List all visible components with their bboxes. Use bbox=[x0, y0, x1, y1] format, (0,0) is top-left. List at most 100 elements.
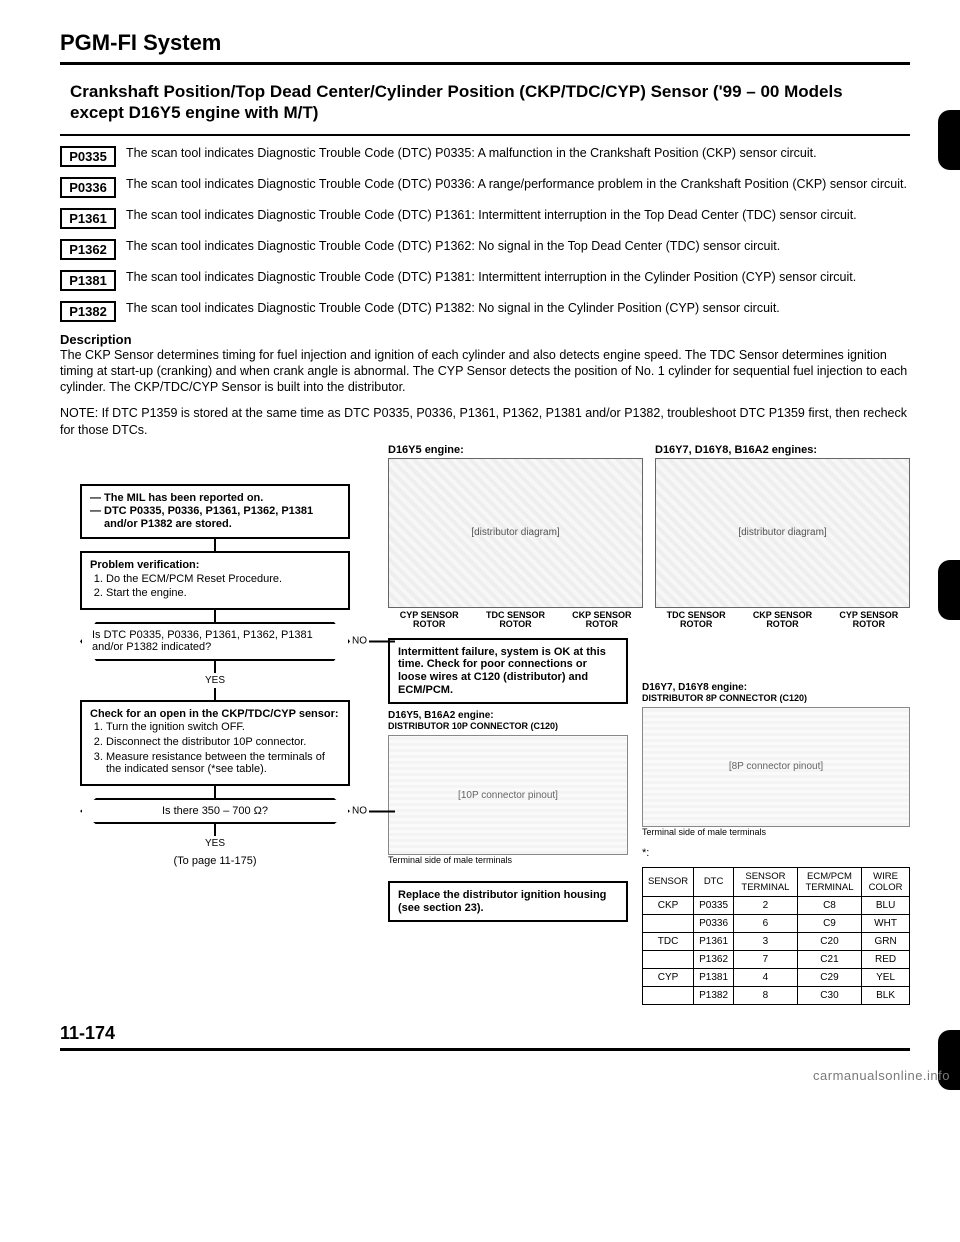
yes-label: YES bbox=[205, 675, 225, 686]
description-body: The CKP Sensor determines timing for fue… bbox=[60, 347, 910, 396]
table-cell bbox=[643, 986, 694, 1004]
dtc-code: P1382 bbox=[60, 301, 116, 322]
engine-label: D16Y7, D16Y8, B16A2 engines: bbox=[655, 444, 910, 456]
check-step: Turn the ignition switch OFF. bbox=[106, 721, 340, 734]
table-header-row: SENSOR DTC SENSOR TERMINAL ECM/PCM TERMI… bbox=[643, 867, 910, 896]
tab-marker bbox=[938, 110, 960, 170]
table-cell: WHT bbox=[862, 914, 910, 932]
sensor-label: TDC SENSOR ROTOR bbox=[474, 611, 556, 630]
mil-line: The MIL has been reported on. bbox=[104, 492, 263, 505]
dtc-item: P0336 The scan tool indicates Diagnostic… bbox=[60, 177, 910, 198]
table-cell: CKP bbox=[643, 896, 694, 914]
check-step: Measure resistance between the terminals… bbox=[106, 751, 340, 776]
table-row: P13627C21RED bbox=[643, 950, 910, 968]
verify-step: Start the engine. bbox=[106, 587, 340, 600]
flow-connector bbox=[214, 786, 216, 798]
dtc-text: The scan tool indicates Diagnostic Troub… bbox=[126, 239, 910, 255]
branch-no: NO bbox=[352, 806, 395, 817]
table-cell: 4 bbox=[734, 968, 798, 986]
to-page-ref: (To page 11-175) bbox=[174, 855, 257, 867]
table-row: P03366C9WHT bbox=[643, 914, 910, 932]
flowchart: —The MIL has been reported on. —DTC P033… bbox=[60, 444, 370, 1005]
sensor-label: CKP SENSOR ROTOR bbox=[741, 611, 823, 630]
flow-action-intermittent: Intermittent failure, system is OK at th… bbox=[388, 638, 628, 705]
no-label: NO bbox=[352, 806, 367, 817]
flow-check-box: Check for an open in the CKP/TDC/CYP sen… bbox=[80, 700, 350, 786]
table-cell: C21 bbox=[797, 950, 861, 968]
table-cell: P1362 bbox=[694, 950, 734, 968]
watermark: carmanualsonline.info bbox=[813, 1068, 950, 1083]
distributor-diagram: [distributor diagram] bbox=[655, 458, 910, 608]
sensor-label: TDC SENSOR ROTOR bbox=[655, 611, 737, 630]
description-heading: Description bbox=[60, 332, 910, 347]
table-cell: C30 bbox=[797, 986, 861, 1004]
table-cell: RED bbox=[862, 950, 910, 968]
engine-label: D16Y5 engine: bbox=[388, 444, 643, 456]
table-header: SENSOR TERMINAL bbox=[734, 867, 798, 896]
table-cell: P1381 bbox=[694, 968, 734, 986]
dtc-item: P0335 The scan tool indicates Diagnostic… bbox=[60, 146, 910, 167]
table-cell: P0336 bbox=[694, 914, 734, 932]
dtc-item: P1381 The scan tool indicates Diagnostic… bbox=[60, 270, 910, 291]
table-cell: TDC bbox=[643, 932, 694, 950]
engine-d16y5: D16Y5 engine: [distributor diagram] CYP … bbox=[388, 444, 643, 630]
check-heading: Check for an open in the CKP/TDC/CYP sen… bbox=[90, 708, 339, 720]
terminal-note: Terminal side of male terminals bbox=[642, 827, 910, 837]
connector-diagram: [8P connector pinout] bbox=[642, 707, 910, 827]
flow-start-box: —The MIL has been reported on. —DTC P033… bbox=[80, 484, 350, 540]
table-cell: 3 bbox=[734, 932, 798, 950]
distributor-diagram: [distributor diagram] bbox=[388, 458, 643, 608]
sensor-table: SENSOR DTC SENSOR TERMINAL ECM/PCM TERMI… bbox=[642, 867, 910, 1005]
sensor-label: CYP SENSOR ROTOR bbox=[388, 611, 470, 630]
table-row: TDCP13613C20GRN bbox=[643, 932, 910, 950]
table-cell bbox=[643, 950, 694, 968]
dtc-item: P1362 The scan tool indicates Diagnostic… bbox=[60, 239, 910, 260]
table-asterisk: *: bbox=[642, 847, 910, 859]
sensor-label: CYP SENSOR ROTOR bbox=[828, 611, 910, 630]
divider bbox=[60, 62, 910, 65]
terminal-note: Terminal side of male terminals bbox=[388, 855, 628, 865]
table-header: DTC bbox=[694, 867, 734, 896]
table-cell: 2 bbox=[734, 896, 798, 914]
dtc-code: P1361 bbox=[60, 208, 116, 229]
dtc-text: The scan tool indicates Diagnostic Troub… bbox=[126, 177, 910, 193]
dtc-list: P0335 The scan tool indicates Diagnostic… bbox=[60, 146, 910, 322]
table-cell: C29 bbox=[797, 968, 861, 986]
divider bbox=[60, 134, 910, 136]
note-text: NOTE: If DTC P1359 is stored at the same… bbox=[60, 405, 910, 438]
table-header: ECM/PCM TERMINAL bbox=[797, 867, 861, 896]
table-cell bbox=[643, 914, 694, 932]
table-cell: YEL bbox=[862, 968, 910, 986]
table-cell: 8 bbox=[734, 986, 798, 1004]
dtc-text: The scan tool indicates Diagnostic Troub… bbox=[126, 146, 910, 162]
table-row: CYPP13814C29YEL bbox=[643, 968, 910, 986]
flow-connector bbox=[214, 688, 216, 700]
dtc-code: P0336 bbox=[60, 177, 116, 198]
verify-step: Do the ECM/PCM Reset Procedure. bbox=[106, 573, 340, 586]
dtc-code: P1362 bbox=[60, 239, 116, 260]
flow-verify-box: Problem verification: Do the ECM/PCM Res… bbox=[80, 551, 350, 609]
table-cell: P0335 bbox=[694, 896, 734, 914]
dtc-code: P1381 bbox=[60, 270, 116, 291]
table-cell: GRN bbox=[862, 932, 910, 950]
flow-action-replace: Replace the distributor ignition housing… bbox=[388, 881, 628, 922]
verify-heading: Problem verification: bbox=[90, 559, 199, 571]
connector-diagram: [10P connector pinout] bbox=[388, 735, 628, 855]
yes-label: YES bbox=[205, 838, 225, 849]
connector-heading: D16Y5, B16A2 engine: bbox=[388, 710, 628, 721]
dtc-item: P1361 The scan tool indicates Diagnostic… bbox=[60, 208, 910, 229]
flow-connector bbox=[214, 610, 216, 622]
table-row: CKPP03352C8BLU bbox=[643, 896, 910, 914]
connector-sub: DISTRIBUTOR 10P CONNECTOR (C120) bbox=[388, 721, 628, 731]
engine-others: D16Y7, D16Y8, B16A2 engines: [distributo… bbox=[655, 444, 910, 630]
no-label: NO bbox=[352, 636, 367, 647]
sensor-label: CKP SENSOR ROTOR bbox=[561, 611, 643, 630]
page-tabs bbox=[932, 0, 960, 1087]
table-cell: 7 bbox=[734, 950, 798, 968]
system-title: PGM-FI System bbox=[60, 30, 910, 56]
table-cell: BLU bbox=[862, 896, 910, 914]
check-step: Disconnect the distributor 10P connector… bbox=[106, 736, 340, 749]
page-number: 11-174 bbox=[60, 1023, 910, 1044]
table-cell: C8 bbox=[797, 896, 861, 914]
dtc-code: P0335 bbox=[60, 146, 116, 167]
